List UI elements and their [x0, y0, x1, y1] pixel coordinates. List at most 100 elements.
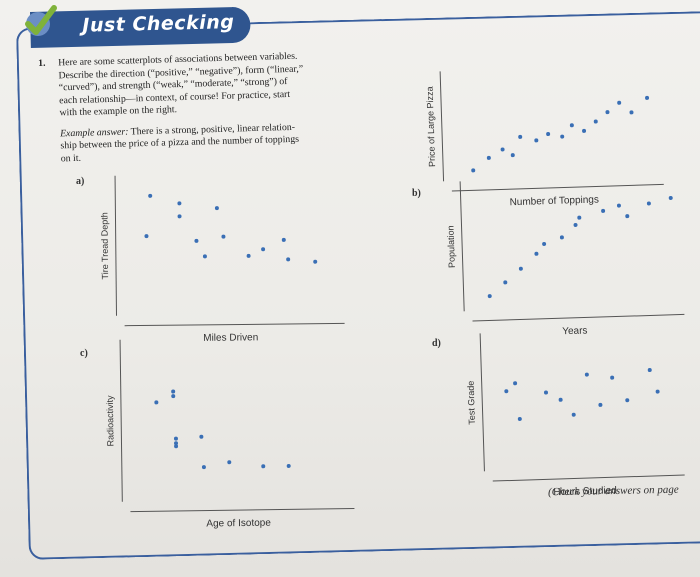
data-point [573, 222, 578, 227]
data-point [534, 251, 539, 256]
data-point [286, 257, 291, 262]
x-axis-label: Years [562, 325, 588, 337]
data-point [281, 237, 286, 242]
data-point [503, 280, 508, 285]
data-point [144, 234, 149, 239]
y-axis [114, 175, 118, 316]
data-point [560, 134, 565, 139]
scatterplot-a: Miles Driven Tire Tread Depth [95, 169, 365, 357]
x-axis-label: Age of Isotope [206, 518, 271, 530]
question-1: 1. Here are some scatterplots of associa… [38, 49, 351, 166]
x-axis [492, 474, 685, 482]
data-point [518, 134, 523, 139]
data-point [629, 110, 634, 115]
data-point [610, 375, 615, 380]
scatterplot-svg: Years Population [445, 181, 685, 337]
data-point [655, 389, 660, 394]
data-point [546, 132, 551, 137]
x-axis-label: Miles Driven [203, 332, 258, 344]
data-point [148, 193, 153, 198]
data-point [605, 110, 610, 115]
scatterplot-svg: Number of Toppings Price of Large Pizza [425, 71, 664, 208]
data-point [471, 168, 476, 173]
data-point [154, 400, 159, 405]
data-point [221, 234, 226, 239]
data-point [171, 389, 176, 394]
y-axis [119, 339, 123, 502]
scatterplot-b: Years Population [440, 170, 700, 353]
y-axis [439, 71, 445, 182]
plot-a-label: a) [76, 176, 85, 187]
plot-d-label: d) [432, 338, 441, 349]
section-banner: Just Checking [30, 6, 251, 48]
y-axis-label: Price of Large Pizza [425, 86, 438, 167]
data-point [559, 235, 564, 240]
data-point [486, 155, 491, 160]
data-point [227, 460, 232, 465]
x-axis [130, 507, 355, 513]
y-axis [479, 333, 485, 472]
data-point [645, 95, 650, 100]
data-point [542, 241, 547, 246]
data-point [625, 214, 630, 219]
data-point [584, 372, 589, 377]
data-point [313, 259, 318, 264]
data-point [199, 434, 204, 439]
data-point [177, 201, 182, 206]
data-point [577, 215, 582, 220]
data-point [601, 208, 606, 213]
plot-b-label: b) [412, 188, 421, 199]
data-point [558, 397, 563, 402]
data-point [214, 206, 219, 211]
data-point [261, 464, 266, 469]
data-point [647, 368, 652, 373]
x-axis-label: Hours Studied [553, 485, 617, 498]
y-axis-label: Radioactivity [105, 395, 116, 447]
data-point [617, 100, 622, 105]
question-number: 1. [38, 57, 46, 69]
data-point [510, 153, 515, 158]
scatterplot-c: Age of Isotope Radioactivity [100, 332, 375, 543]
data-point [174, 441, 179, 446]
checkmark-icon [25, 5, 57, 36]
data-point [518, 266, 523, 271]
data-point [513, 381, 518, 386]
data-point [201, 465, 206, 470]
data-point [668, 195, 673, 200]
data-point [261, 247, 266, 252]
data-point [202, 254, 207, 259]
data-point [544, 390, 549, 395]
x-axis [124, 322, 345, 327]
y-axis-label: Test Grade [466, 381, 477, 425]
data-point [625, 398, 630, 403]
y-axis-label: Tire Tread Depth [99, 212, 110, 279]
data-point [500, 147, 505, 152]
data-point [173, 436, 178, 441]
data-point [504, 389, 509, 394]
data-point [616, 203, 621, 208]
x-axis [451, 183, 664, 192]
data-point [593, 119, 598, 124]
scatterplot-svg: Age of Isotope Radioactivity [105, 339, 355, 530]
data-point [646, 201, 651, 206]
scatterplot-d: Hours Studied Test Grade [460, 322, 700, 512]
data-point [286, 463, 291, 468]
example-label: Example answer: [59, 126, 129, 139]
data-point [177, 214, 182, 219]
data-point [246, 253, 251, 258]
banner-title: Just Checking [82, 11, 235, 37]
scatterplot-svg: Hours Studied Test Grade [466, 333, 685, 498]
data-point [194, 238, 199, 243]
question-body: Here are some scatterplots of associatio… [58, 49, 350, 120]
y-axis-label: Population [445, 225, 456, 268]
scatterplot-example: Number of Toppings Price of Large Pizza [420, 60, 685, 223]
data-point [487, 294, 492, 299]
data-point [582, 128, 587, 133]
y-axis [459, 181, 465, 312]
data-point [517, 416, 522, 421]
data-point [571, 412, 576, 417]
scatterplot-svg: Miles Driven Tire Tread Depth [99, 175, 345, 344]
data-point [569, 123, 574, 128]
x-axis [472, 313, 685, 322]
